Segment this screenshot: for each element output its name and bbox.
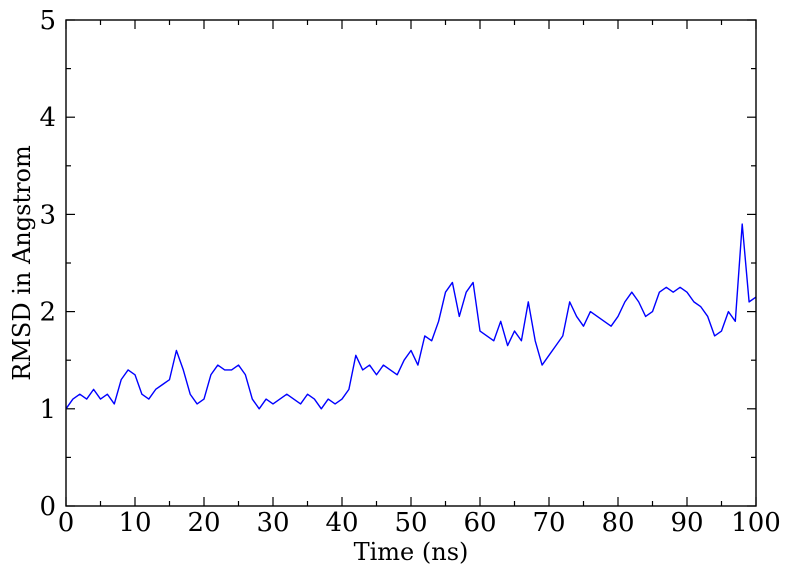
x-tick-label: 30 (256, 508, 289, 538)
x-tick-label: 0 (58, 508, 75, 538)
x-tick-label: 20 (187, 508, 220, 538)
x-tick-label: 60 (463, 508, 496, 538)
y-tick-label: 0 (39, 492, 56, 522)
axis-ticks (65, 19, 757, 507)
x-tick-label: 80 (601, 508, 634, 538)
y-tick-label: 2 (39, 298, 56, 328)
x-tick-label: 10 (118, 508, 151, 538)
x-tick-label: 90 (670, 508, 703, 538)
x-tick-label: 70 (532, 508, 565, 538)
plot-frame (65, 19, 757, 507)
y-tick-label: 1 (39, 395, 56, 425)
x-axis-label: Time (ns) (354, 538, 469, 566)
y-tick-label: 5 (39, 6, 56, 36)
y-tick-label: 4 (39, 103, 56, 133)
y-axis-label: RMSD in Angstrom (8, 145, 36, 381)
series-line (65, 223, 757, 410)
x-tick-label: 50 (394, 508, 427, 538)
x-tick-label: 100 (731, 508, 781, 538)
tick-labels: 0 10 20 30 40 50 60 70 80 90 100 0 1 2 3 4 5 (39, 6, 780, 538)
y-tick-label: 3 (39, 200, 56, 230)
x-tick-label: 40 (325, 508, 358, 538)
